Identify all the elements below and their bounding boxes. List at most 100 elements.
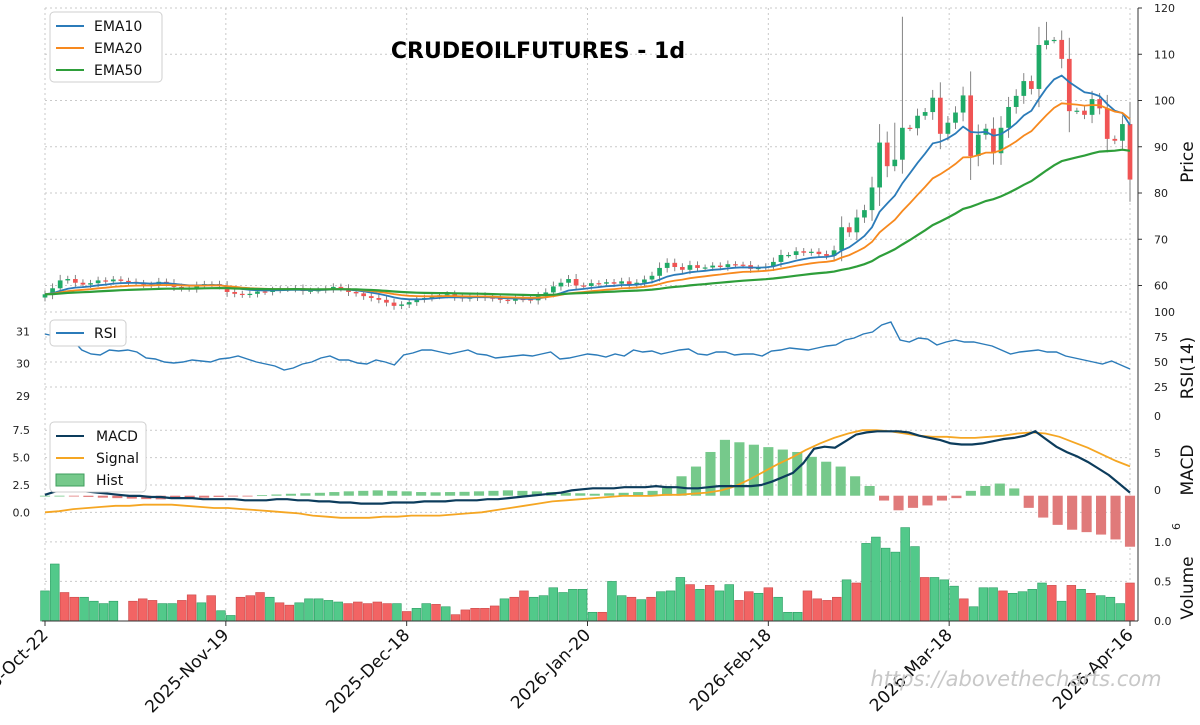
candle-body [649, 275, 655, 280]
candle-body [376, 297, 382, 300]
volume-bar [636, 599, 646, 622]
candle-body [1082, 110, 1087, 115]
price-tick-label: 70 [1154, 233, 1168, 246]
volume-bar [1047, 585, 1057, 622]
volume-bar [744, 591, 754, 622]
volume-bar [538, 595, 549, 622]
volume-bar [167, 603, 177, 622]
volume-bar [704, 585, 715, 622]
volume-bar [1076, 589, 1086, 622]
volume-bar [353, 601, 363, 622]
volume-bar [841, 579, 852, 622]
macd-hist-bar [531, 491, 542, 496]
candle-body [558, 282, 564, 287]
candle-body [232, 291, 238, 294]
volume-bar [304, 598, 314, 622]
candle-body [391, 302, 397, 306]
candle-body [65, 279, 71, 281]
macd-hist-bar [1038, 495, 1049, 518]
volume-bar [480, 608, 490, 622]
macd-hist-bar [1009, 488, 1020, 496]
volume-bar [265, 596, 275, 622]
candle-body [1127, 124, 1133, 180]
volume-bar [216, 610, 226, 622]
volume-bar [587, 611, 598, 622]
macd-hist-bar [980, 485, 991, 496]
macd-hist-bar [1110, 495, 1121, 540]
macd-hist-bar [39, 495, 51, 497]
candle-body [626, 281, 632, 286]
candle-body [824, 254, 829, 256]
candle-body [581, 285, 587, 287]
volume-bar [450, 614, 461, 622]
rsi-tick-label: 25 [1154, 381, 1168, 394]
candle-body [1120, 124, 1125, 141]
volume-bar [890, 551, 901, 622]
candle-body [255, 291, 260, 294]
macd-hist-bar [372, 490, 383, 496]
candle-body [338, 286, 344, 289]
candle-body [110, 279, 116, 282]
volume-bar [626, 596, 637, 622]
volume-bar [617, 595, 627, 622]
macd-hist-bar [358, 490, 369, 496]
chart-title: CRUDEOILFUTURES - 1d [391, 39, 685, 64]
rsi-tick-label: 100 [1154, 306, 1175, 319]
candle-body [854, 217, 860, 233]
volume-bar [656, 591, 666, 622]
candle-body [930, 97, 936, 113]
macd-right-tick-label: 5 [1154, 447, 1161, 460]
macd-hist-bar [604, 493, 615, 496]
ema-line-ema50 [44, 148, 1131, 297]
macd-hist-bar [1124, 495, 1136, 547]
candle-body [755, 267, 761, 270]
volume-bar [499, 598, 510, 622]
candle-body [50, 288, 55, 295]
candle-body [968, 95, 974, 156]
candle-body [604, 282, 609, 284]
volume-bar [509, 596, 519, 622]
volume-bar [959, 598, 969, 622]
volume-bar [255, 592, 265, 622]
volume-bar [69, 596, 80, 622]
volume-bar [470, 608, 480, 622]
volume-bar [646, 596, 656, 622]
volume-bar [186, 594, 197, 622]
candle-body [1112, 138, 1118, 141]
candle-body [869, 187, 875, 211]
macd-hist-bar [54, 495, 65, 497]
volume-bar [1008, 592, 1018, 622]
volume-bar [753, 592, 764, 622]
volume-bar [597, 611, 607, 622]
volume-bar [880, 547, 891, 622]
macd-left-tick-label: 2.5 [13, 479, 31, 492]
price-tick-label: 80 [1154, 187, 1168, 200]
candle-body [778, 254, 784, 262]
macd-hist-bar [445, 492, 456, 496]
macd-hist-bar [922, 495, 933, 506]
price-axis-title: Price [1178, 141, 1198, 182]
macd-hist-bar [575, 493, 586, 496]
candle-body [725, 264, 731, 267]
date-tick-label: 2026-Feb-18 [686, 625, 776, 715]
candle-body [103, 280, 109, 282]
candle-body [907, 127, 913, 129]
volume-bar [929, 577, 940, 622]
volume-bar [372, 601, 383, 622]
candle-body [1013, 95, 1019, 107]
candle-body [695, 265, 700, 268]
candle-body [1066, 58, 1072, 112]
macd-hist-bar [951, 495, 962, 499]
macd-hist-bar [199, 495, 210, 498]
candle-body [862, 210, 867, 218]
candle-body [414, 299, 420, 303]
volume-bar [792, 611, 803, 622]
rsi-panel: RSI [44, 319, 1131, 371]
legend-swatch [55, 473, 85, 487]
candle-body [368, 296, 374, 298]
volume-bar [226, 615, 236, 622]
candle-body [1021, 81, 1027, 96]
macd-hist-bar [184, 495, 195, 499]
macd-hist-bar [502, 490, 513, 496]
volume-bar [362, 603, 373, 622]
